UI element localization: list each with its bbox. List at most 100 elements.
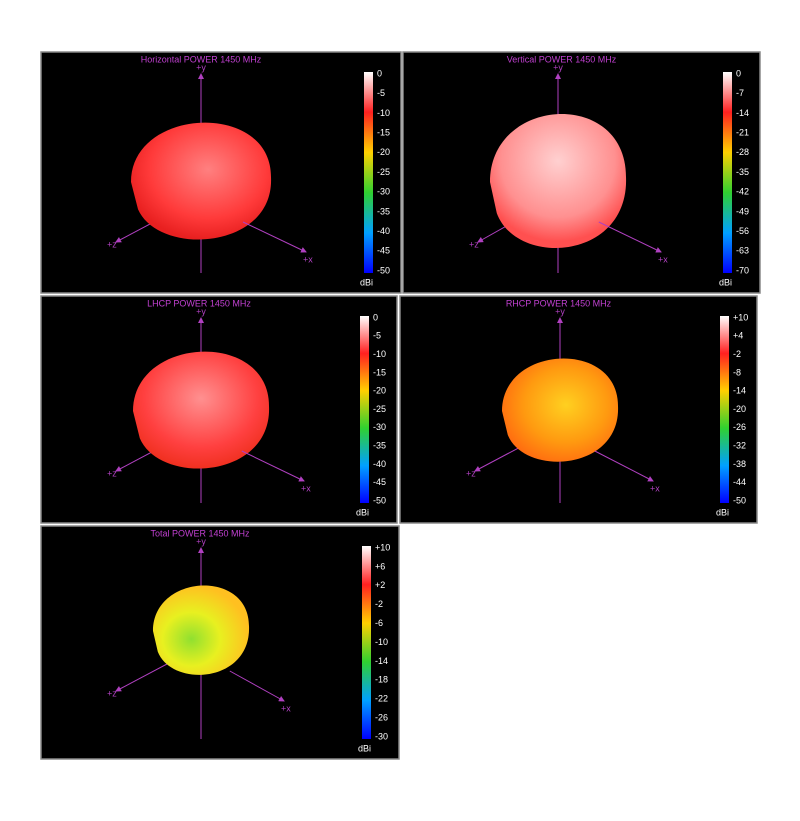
colorbar-label: -63 [736,246,749,256]
colorbar-label: -20 [377,147,390,157]
colorbar-label: -50 [733,495,746,505]
colorbar [362,546,371,739]
z-axis-label: +z [107,688,117,698]
colorbar-unit: dBi [356,507,369,517]
z-axis-label: +z [469,239,479,249]
colorbar-label: -26 [733,422,746,432]
x-axis [242,221,307,253]
y-axis-label: +y [196,306,206,316]
colorbar-label: -22 [375,694,388,704]
colorbar-unit: dBi [358,743,371,753]
colorbar-label: -7 [736,88,744,98]
colorbar-label: -14 [375,656,388,666]
x-axis-label: +x [658,254,668,264]
colorbar-label: -25 [377,167,390,177]
colorbar-label: -20 [373,386,386,396]
panel: Vertical POWER 1450 MHz+y +z +x 0 -7 -14 -21 -2… [402,51,761,294]
z-axis-label: +z [466,468,476,478]
colorbar [360,316,369,503]
colorbar-label: -30 [373,422,386,432]
colorbar [723,72,732,273]
colorbar [364,72,373,273]
y-axis-label: +y [196,62,206,72]
panel-title: Vertical POWER 1450 MHz [507,54,617,64]
colorbar-label: -44 [733,477,746,487]
panel-title: Total POWER 1450 MHz [150,528,250,538]
y-axis-label: +y [196,536,206,546]
x-axis-label: +x [303,254,313,264]
x-axis-label: +x [650,483,660,493]
colorbar-label: 0 [736,68,741,78]
colorbar-label: -30 [377,187,390,197]
colorbar-label: -2 [733,349,741,359]
colorbar-label: -20 [733,404,746,414]
radiation-pattern [490,114,627,249]
x-axis-label: +x [301,483,311,493]
colorbar-label: -35 [736,167,749,177]
colorbar-label: -50 [373,495,386,505]
colorbar-label: -56 [736,226,749,236]
colorbar-label: +10 [375,542,390,552]
colorbar-label: -40 [373,459,386,469]
x-axis [241,450,305,482]
radiation-pattern [131,122,272,240]
colorbar-label: -35 [377,206,390,216]
x-axis [594,450,654,482]
colorbar-label: +2 [375,580,385,590]
z-axis-label: +z [107,239,117,249]
colorbar-label: +4 [733,331,743,341]
x-axis-label: +x [281,703,291,713]
z-axis-label: +z [107,468,117,478]
colorbar-label: -6 [375,618,383,628]
colorbar-label: -30 [375,731,388,741]
colorbar-label: -50 [377,265,390,275]
colorbar [720,316,729,503]
colorbar-unit: dBi [716,507,729,517]
colorbar-label: -26 [375,712,388,722]
colorbar-label: +10 [733,312,748,322]
colorbar-label: +6 [375,561,385,571]
colorbar-label: -35 [373,440,386,450]
colorbar-label: -18 [375,675,388,685]
y-axis-label: +y [555,306,565,316]
x-axis [598,221,662,253]
radiation-pattern [133,351,270,469]
colorbar-label: -8 [733,367,741,377]
colorbar-label: -28 [736,147,749,157]
panel: Horizontal POWER 1450 MHz+y +z +x 0 -5 -10 -15… [40,51,402,294]
radiation-pattern [153,585,250,675]
colorbar-label: 0 [377,68,382,78]
colorbar-label: -15 [373,367,386,377]
colorbar-label: -70 [736,265,749,275]
x-axis [229,670,285,702]
colorbar-label: -10 [377,108,390,118]
radiation-pattern [502,358,619,462]
colorbar-label: -14 [736,108,749,118]
colorbar-label: -45 [377,246,390,256]
colorbar-label: -38 [733,459,746,469]
panel: Total POWER 1450 MHz+y +z +x +10 +6 +2 -2 -6 -10… [40,525,400,760]
colorbar-label: -2 [375,599,383,609]
colorbar-label: -14 [733,386,746,396]
panel-title: RHCP POWER 1450 MHz [506,298,612,308]
colorbar-label: -15 [377,127,390,137]
colorbar-label: -5 [377,88,385,98]
colorbar-label: -42 [736,187,749,197]
colorbar-label: -10 [373,349,386,359]
colorbar-label: -45 [373,477,386,487]
colorbar-label: -21 [736,127,749,137]
colorbar-label: -25 [373,404,386,414]
panel: LHCP POWER 1450 MHz+y +z +x 0 -5 -10 -15 -20 -25… [40,295,398,524]
colorbar-label: -49 [736,206,749,216]
colorbar-label: -10 [375,637,388,647]
colorbar-label: -32 [733,440,746,450]
colorbar-unit: dBi [719,277,732,287]
panel-title: Horizontal POWER 1450 MHz [141,54,262,64]
colorbar-unit: dBi [360,277,373,287]
colorbar-label: -5 [373,331,381,341]
colorbar-label: 0 [373,312,378,322]
colorbar-label: -40 [377,226,390,236]
panel-title: LHCP POWER 1450 MHz [147,298,251,308]
y-axis-label: +y [553,62,563,72]
